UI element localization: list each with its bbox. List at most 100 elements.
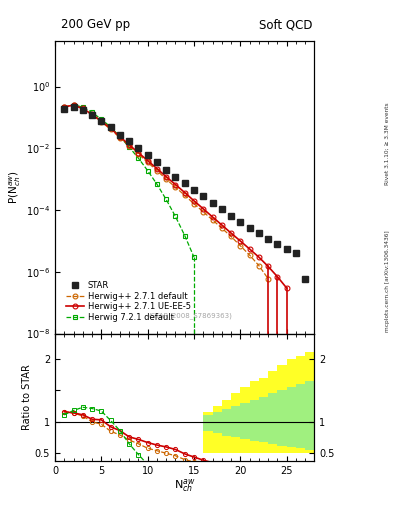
Herwig++ 2.7.1 UE-EE-5 [99,118,104,124]
Herwig 7.2.1 default [173,214,178,220]
Herwig 7.2.1 default [118,134,122,140]
STAR [303,275,307,282]
STAR [81,107,85,113]
STAR [164,167,169,173]
Herwig++ 2.7.1 default [145,159,150,165]
Herwig++ 2.7.1 UE-EE-5 [210,214,215,220]
Herwig 7.2.1 default [81,104,85,110]
STAR [294,250,298,257]
Herwig++ 2.7.1 default [99,119,104,125]
Herwig++ 2.7.1 default [210,217,215,223]
Y-axis label: P(N$_{ch}^{aw}$): P(N$_{ch}^{aw}$) [8,170,23,204]
Herwig++ 2.7.1 UE-EE-5 [71,102,76,108]
Herwig++ 2.7.1 default [201,209,206,215]
Text: Rivet 3.1.10; ≥ 3.3M events: Rivet 3.1.10; ≥ 3.3M events [385,102,389,185]
Herwig++ 2.7.1 UE-EE-5 [238,238,242,244]
STAR [62,106,67,112]
Herwig++ 2.7.1 UE-EE-5 [257,254,261,260]
Line: Herwig 7.2.1 default: Herwig 7.2.1 default [62,102,196,260]
Herwig 7.2.1 default [192,254,196,260]
Herwig 7.2.1 default [71,101,76,108]
Y-axis label: Ratio to STAR: Ratio to STAR [22,364,32,430]
Herwig 7.2.1 default [182,232,187,239]
Herwig++ 2.7.1 UE-EE-5 [108,125,113,132]
Herwig++ 2.7.1 UE-EE-5 [145,158,150,164]
Herwig++ 2.7.1 UE-EE-5 [62,104,67,110]
Herwig 7.2.1 default [90,110,94,116]
STAR [275,241,280,247]
STAR [118,132,122,138]
Herwig 7.2.1 default [154,181,159,187]
Herwig++ 2.7.1 default [118,135,122,141]
Herwig++ 2.7.1 default [71,102,76,108]
Line: Herwig++ 2.7.1 UE-EE-5: Herwig++ 2.7.1 UE-EE-5 [62,103,289,290]
STAR [284,246,289,252]
Herwig++ 2.7.1 UE-EE-5 [182,189,187,196]
Herwig++ 2.7.1 default [127,143,132,149]
Herwig++ 2.7.1 default [136,151,141,157]
Herwig++ 2.7.1 UE-EE-5 [173,181,178,187]
Legend: STAR, Herwig++ 2.7.1 default, Herwig++ 2.7.1 UE-EE-5, Herwig 7.2.1 default: STAR, Herwig++ 2.7.1 default, Herwig++ 2… [64,279,193,324]
Herwig 7.2.1 default [62,104,67,111]
Herwig++ 2.7.1 default [257,263,261,269]
Herwig++ 2.7.1 default [247,252,252,258]
Text: mcplots.cern.ch [arXiv:1306.3436]: mcplots.cern.ch [arXiv:1306.3436] [385,231,389,332]
Herwig 7.2.1 default [108,124,113,130]
STAR [247,225,252,231]
STAR [154,159,159,165]
STAR [127,138,132,144]
STAR [257,230,261,236]
STAR [182,180,187,186]
STAR [71,104,76,110]
Herwig++ 2.7.1 default [173,184,178,190]
Line: Herwig++ 2.7.1 default: Herwig++ 2.7.1 default [62,103,270,281]
Herwig++ 2.7.1 UE-EE-5 [154,165,159,172]
STAR [210,200,215,206]
Herwig++ 2.7.1 UE-EE-5 [247,246,252,252]
X-axis label: N$_{ch}^{aw}$: N$_{ch}^{aw}$ [174,477,195,494]
Herwig 7.2.1 default [164,197,169,203]
Herwig++ 2.7.1 UE-EE-5 [118,134,122,140]
STAR [238,219,242,225]
STAR [136,145,141,152]
Herwig++ 2.7.1 UE-EE-5 [266,263,270,269]
Line: STAR: STAR [61,104,308,282]
Herwig++ 2.7.1 UE-EE-5 [90,112,94,118]
Herwig++ 2.7.1 UE-EE-5 [81,105,85,112]
Herwig++ 2.7.1 default [192,201,196,207]
Herwig++ 2.7.1 default [164,176,169,182]
Herwig++ 2.7.1 UE-EE-5 [284,285,289,291]
Text: Soft QCD: Soft QCD [259,18,312,31]
Herwig 7.2.1 default [127,144,132,150]
STAR [173,174,178,180]
STAR [90,112,94,118]
Herwig 7.2.1 default [99,116,104,122]
Herwig++ 2.7.1 default [108,126,113,133]
Herwig++ 2.7.1 UE-EE-5 [201,206,206,212]
STAR [192,187,196,193]
Herwig 7.2.1 default [145,167,150,174]
Herwig++ 2.7.1 default [219,225,224,231]
Herwig 7.2.1 default [136,155,141,161]
Herwig++ 2.7.1 UE-EE-5 [219,222,224,228]
STAR [201,193,206,199]
Text: 200 GeV pp: 200 GeV pp [61,18,130,31]
Herwig++ 2.7.1 default [182,193,187,199]
Herwig++ 2.7.1 default [154,167,159,174]
Herwig++ 2.7.1 default [90,112,94,118]
Herwig++ 2.7.1 default [62,104,67,110]
Herwig++ 2.7.1 UE-EE-5 [275,273,280,280]
Herwig++ 2.7.1 UE-EE-5 [164,174,169,180]
STAR [229,213,233,219]
Herwig++ 2.7.1 default [229,233,233,240]
Herwig++ 2.7.1 default [266,275,270,282]
Herwig++ 2.7.1 UE-EE-5 [136,150,141,156]
STAR [266,236,270,242]
STAR [145,152,150,158]
Herwig++ 2.7.1 default [81,106,85,112]
Text: (STAR_2008_S7869363): (STAR_2008_S7869363) [148,313,232,319]
STAR [219,206,224,212]
Herwig++ 2.7.1 UE-EE-5 [229,230,233,236]
Herwig++ 2.7.1 UE-EE-5 [192,198,196,204]
STAR [99,118,104,124]
